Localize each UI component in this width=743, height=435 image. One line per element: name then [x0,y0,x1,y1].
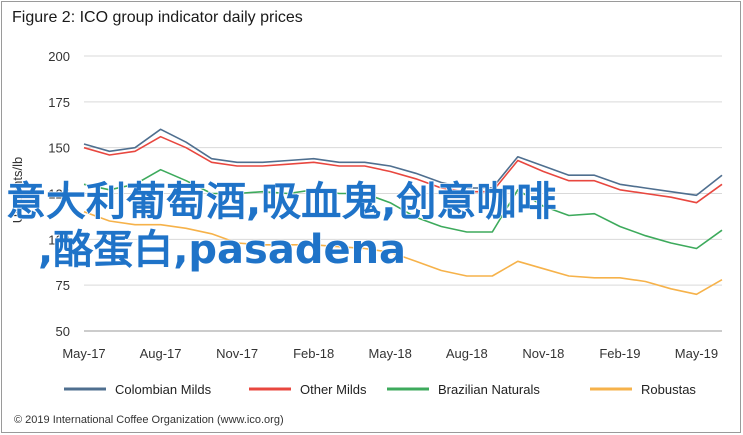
y-axis-label: US cents/lb [10,157,25,223]
series-line-robustas [83,211,723,296]
legend-item: Colombian Milds [64,382,212,397]
legend-item: Other Milds [249,382,367,397]
legend-item: Brazilian Naturals [387,382,540,397]
x-tick-label: Aug-17 [140,346,182,361]
series-line-other-milds [83,135,723,204]
overlay-text: 意大利葡萄酒,吸血鬼,创意咖啡 ,酪蛋白,pasadena [5,178,557,274]
legend-item: Robustas [590,382,696,397]
legend-label: Brazilian Naturals [438,382,540,397]
y-tick-label: 175 [48,95,70,110]
y-tick-label: 50 [56,324,70,339]
source-note: © 2019 International Coffee Organization… [14,414,284,426]
legend-label: Other Milds [300,382,367,397]
x-tick-label: Aug-18 [446,346,488,361]
overlay-line-1: 意大利葡萄酒,吸血鬼,创意咖啡 [6,179,556,225]
series-line-brazilian-naturals [83,168,723,250]
overlay-line-2: ,酪蛋白,pasadena [38,227,406,273]
legend: Colombian Milds Other Milds Brazilian Natu… [64,382,696,397]
x-tick-label: Feb-19 [599,346,640,361]
y-tick-label: 100 [48,232,70,247]
legend-label: Colombian Milds [115,382,212,397]
x-tick-label: May-19 [675,346,718,361]
chart-title: Figure 2: ICO group indicator daily pric… [12,9,303,26]
series-line-colombian-milds [83,128,723,197]
y-tick-label: 150 [48,141,70,156]
x-tick-label: Feb-18 [293,346,334,361]
legend-label: Robustas [641,382,696,397]
x-tick-label: Nov-17 [216,346,258,361]
y-tick-label: 75 [56,278,70,293]
y-tick-label: 200 [48,49,70,64]
x-tick-label: May-17 [62,346,105,361]
axis-layer: US cents/lb 50 75 100 125 150 175 200 May-17 Aug… [10,49,722,361]
y-tick-label: 125 [48,187,70,202]
series-layer [83,128,723,296]
x-tick-label: May-18 [369,346,412,361]
x-tick-label: Nov-18 [522,346,564,361]
